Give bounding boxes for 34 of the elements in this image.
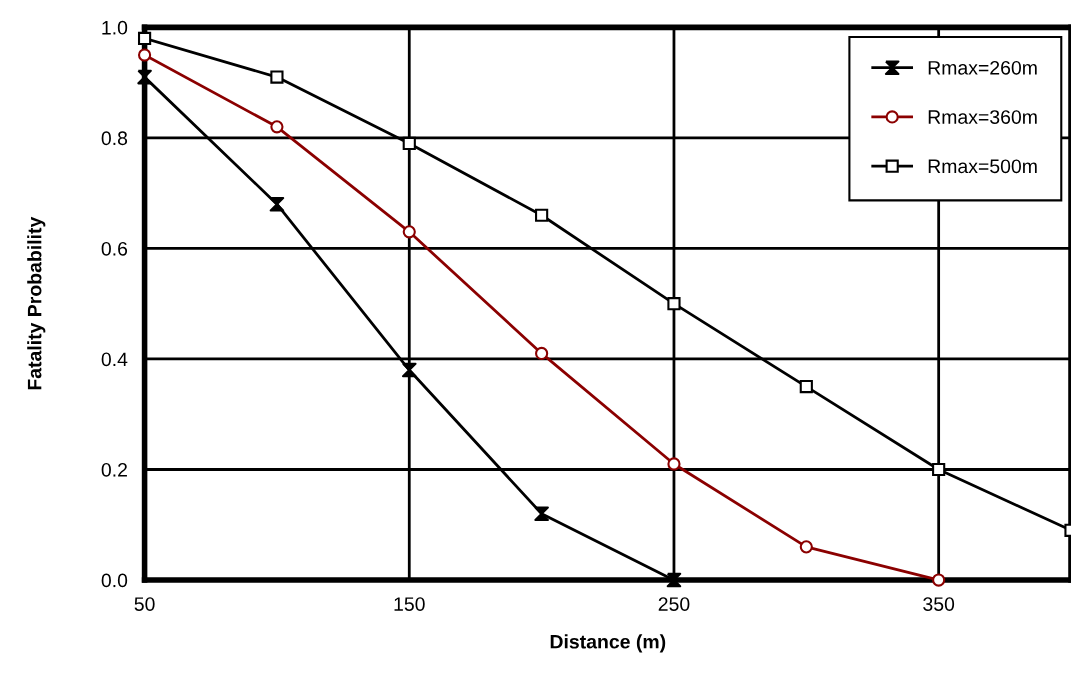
x-axis-title: Distance (m) bbox=[550, 634, 666, 653]
point bbox=[137, 48, 152, 62]
point bbox=[667, 457, 681, 471]
point bbox=[137, 69, 152, 85]
y-axis-title: Fatality Probability bbox=[27, 216, 46, 390]
x-tick-label: 350 bbox=[923, 597, 955, 611]
point bbox=[799, 540, 813, 554]
x-tick-label: 50 bbox=[134, 597, 155, 611]
point bbox=[270, 120, 284, 134]
legend-label: Rmax=360m bbox=[928, 110, 1037, 124]
x-tick-label: 150 bbox=[394, 597, 425, 611]
legend-label: Rmax=500m bbox=[928, 159, 1037, 174]
y-tick-label: 0.8 bbox=[101, 131, 128, 146]
point bbox=[535, 208, 549, 222]
point bbox=[402, 136, 416, 151]
point bbox=[667, 297, 681, 311]
point bbox=[269, 196, 285, 212]
x-tick-label: 250 bbox=[658, 597, 690, 611]
point bbox=[137, 31, 152, 46]
point bbox=[270, 70, 284, 84]
point bbox=[535, 346, 549, 361]
point bbox=[799, 380, 813, 394]
legend-label: Rmax=260m bbox=[928, 60, 1037, 75]
y-tick-label: 0.0 bbox=[101, 573, 128, 588]
point bbox=[932, 573, 946, 587]
y-tick-label: 0.2 bbox=[101, 462, 127, 477]
point bbox=[401, 362, 417, 378]
y-tick-label: 1.0 bbox=[102, 20, 128, 35]
point bbox=[666, 572, 682, 588]
y-tick-label: 0.4 bbox=[101, 352, 128, 367]
point bbox=[932, 462, 946, 477]
point bbox=[402, 225, 416, 239]
y-tick-label: 0.6 bbox=[101, 241, 128, 256]
point bbox=[534, 506, 549, 521]
